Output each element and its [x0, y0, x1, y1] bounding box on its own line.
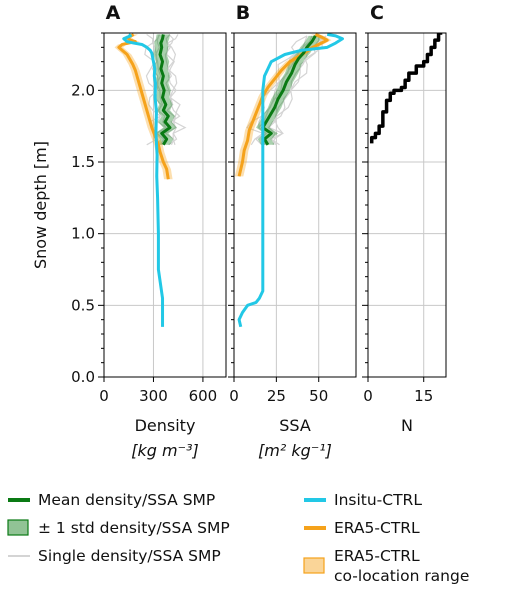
series-line-era5-ctrl [237, 33, 329, 177]
x-axis-label: Density [135, 416, 196, 435]
legend-item: ERA5-CTRL co-location range [303, 547, 469, 585]
series-line-insitu-ctrl [122, 33, 165, 327]
legend-label: ERA5-CTRL [334, 547, 420, 565]
legend-item: ERA5-CTRL [304, 519, 420, 537]
y-tick-label: 0.0 [71, 368, 95, 386]
y-tick-label: 0.5 [71, 296, 95, 314]
single-smp-profile [166, 34, 187, 145]
x-axis-unit: [kg m⁻³] [131, 441, 198, 460]
x-tick-label: 25 [267, 387, 286, 405]
legend-item: Mean density/SSA SMP [8, 491, 215, 509]
series-line-n [369, 33, 443, 144]
legend-label-line2: co-location range [334, 567, 469, 585]
axes-frame [367, 32, 447, 378]
x-tick-label: 0 [99, 387, 109, 405]
panel-label-b: B [236, 2, 250, 24]
era5-range-band [234, 34, 332, 177]
legend-item: Insitu-CTRL [304, 491, 422, 509]
plot-marks [369, 33, 443, 144]
panel-label-a: A [106, 2, 121, 24]
panel-ssa: B 0 25 50 SSA [m² kg⁻¹] [228, 2, 357, 460]
x-tick-label: 15 [414, 387, 433, 405]
legend-item: Single density/SSA SMP [8, 547, 221, 565]
y-tick-label: 1.0 [71, 225, 95, 243]
x-axis-label: N [401, 416, 413, 435]
smp-std-band [256, 35, 323, 145]
x-axis-unit: [m² kg⁻¹] [258, 441, 332, 460]
legend-swatch [7, 519, 29, 536]
single-smp-profile [166, 34, 181, 146]
series-line-insitu-ctrl [237, 33, 344, 328]
legend-swatch [303, 557, 325, 574]
panel-label-c: C [370, 2, 384, 24]
panel-n: C 0 15 N [362, 2, 447, 435]
x-tick-label: 50 [309, 387, 328, 405]
legend-label: ERA5-CTRL [334, 519, 420, 537]
grid [233, 33, 356, 378]
series-line-mean-density-ssa-smp [158, 34, 172, 146]
x-tick-label: 0 [363, 387, 373, 405]
panel-density: A 0 300 600 0.0 0.5 1.0 1.5 2.0 Density [kg m⁻³… [31, 2, 227, 460]
legend-label: ± 1 std density/SSA SMP [38, 519, 230, 537]
grid [367, 33, 446, 378]
x-tick-label: 600 [189, 387, 218, 405]
plot-marks [114, 33, 187, 327]
legend-label: Single density/SSA SMP [38, 547, 221, 565]
x-tick-label: 0 [229, 387, 239, 405]
y-tick-label: 1.5 [71, 153, 95, 171]
single-smp-profile [268, 35, 327, 145]
axis-ticks: 0 15 [362, 32, 433, 405]
legend-item: ± 1 std density/SSA SMP [7, 519, 230, 537]
legend-label: Insitu-CTRL [334, 491, 422, 509]
legend-label: Mean density/SSA SMP [38, 491, 215, 509]
legend: Mean density/SSA SMP ± 1 std density/SSA … [7, 491, 469, 585]
axes-frame [233, 32, 357, 378]
x-axis-label: SSA [279, 416, 311, 435]
y-axis-label: Snow depth [m] [31, 141, 50, 269]
y-tick-label: 2.0 [71, 81, 95, 99]
axis-ticks: 0 300 600 0.0 0.5 1.0 1.5 2.0 [71, 32, 218, 405]
x-tick-label: 300 [139, 387, 168, 405]
plot-marks [234, 33, 344, 328]
single-smp-profile [155, 34, 167, 146]
axis-ticks: 0 25 50 [228, 32, 328, 405]
